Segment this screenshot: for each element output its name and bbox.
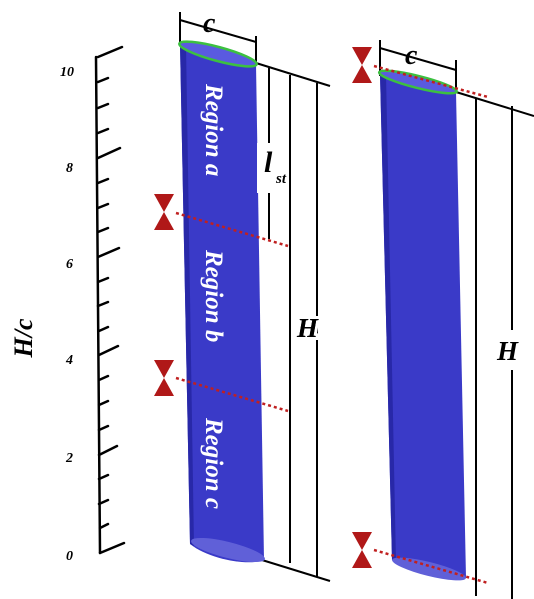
left-blade-body bbox=[180, 44, 264, 563]
minor-tick bbox=[96, 102, 110, 110]
minor-tick bbox=[96, 202, 110, 210]
cut-line-bottom bbox=[373, 548, 489, 585]
marker-ab bbox=[154, 194, 174, 230]
right-blade-tip bbox=[377, 69, 459, 95]
marker-bottom bbox=[352, 532, 372, 568]
major-tick bbox=[98, 541, 126, 555]
major-tick bbox=[97, 344, 120, 357]
left-blade-root bbox=[191, 537, 265, 563]
minor-tick bbox=[96, 127, 110, 135]
major-tick bbox=[96, 246, 121, 259]
minor-tick bbox=[97, 374, 110, 382]
left-chord-label: c bbox=[203, 8, 216, 39]
minor-tick bbox=[96, 76, 110, 84]
minor-tick bbox=[96, 276, 110, 284]
minor-tick bbox=[97, 325, 110, 333]
major-tick bbox=[96, 146, 122, 160]
h-over-c-axis bbox=[94, 45, 126, 555]
region-a-label: Region a bbox=[200, 83, 227, 176]
tick-label-4: 4 bbox=[65, 353, 73, 368]
right-cut-lines bbox=[373, 64, 489, 585]
region-c-label: Region c bbox=[200, 417, 227, 509]
left-markers bbox=[154, 194, 174, 396]
left-span-label: H bbox=[296, 313, 319, 343]
marker-top bbox=[352, 47, 372, 83]
minor-tick bbox=[96, 300, 110, 308]
tick-label-6: 6 bbox=[66, 257, 73, 272]
left-blade-edge-shade bbox=[180, 44, 194, 546]
minor-tick bbox=[97, 399, 110, 407]
right-blade-edge-shade bbox=[380, 74, 396, 562]
tick-label-10: 10 bbox=[60, 65, 74, 80]
tick-label-2: 2 bbox=[65, 451, 73, 466]
left-st-label: l bbox=[264, 146, 273, 179]
minor-tick bbox=[97, 424, 110, 432]
right-markers bbox=[352, 47, 372, 568]
left-st-sub-label: st bbox=[275, 171, 287, 187]
cut-line-ab bbox=[175, 211, 289, 248]
minor-tick bbox=[96, 177, 110, 185]
tick-label-0: 0 bbox=[66, 549, 73, 564]
right-blade bbox=[377, 69, 466, 581]
cut-line-top bbox=[373, 64, 489, 99]
axis-label: H/c bbox=[9, 318, 38, 358]
right-blade-body bbox=[380, 74, 466, 579]
cut-line-bc bbox=[175, 376, 289, 413]
left-blade-dimensions bbox=[179, 12, 331, 582]
left-blade-tip bbox=[178, 40, 258, 68]
minor-tick bbox=[97, 498, 110, 506]
tick-label-8: 8 bbox=[66, 161, 73, 176]
right-chord-label: c bbox=[405, 40, 418, 71]
minor-tick bbox=[98, 522, 110, 530]
left-cut-lines bbox=[175, 211, 289, 413]
right-span-label: H bbox=[496, 336, 519, 366]
region-b-label: Region b bbox=[200, 249, 227, 342]
major-tick bbox=[96, 45, 124, 59]
right-blade-root bbox=[392, 557, 466, 581]
minor-tick bbox=[96, 226, 110, 234]
left-span-label-fg: H bbox=[296, 313, 319, 343]
minor-tick bbox=[97, 473, 110, 481]
major-tick bbox=[97, 444, 119, 457]
left-blade bbox=[178, 40, 265, 563]
marker-bc bbox=[154, 360, 174, 396]
